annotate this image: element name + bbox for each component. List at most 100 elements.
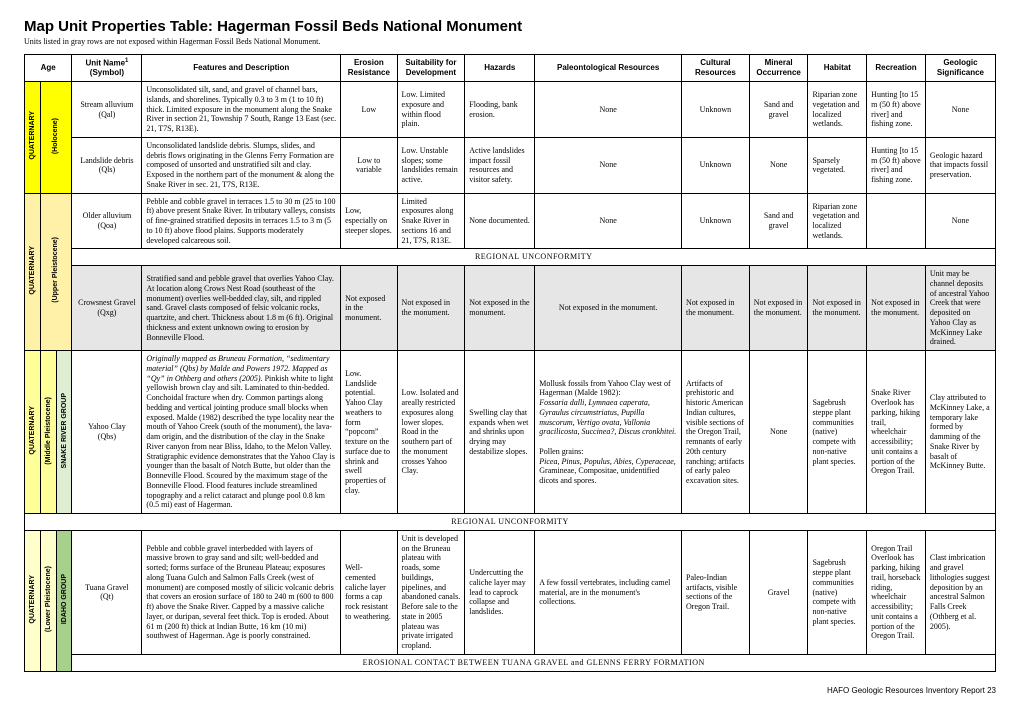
erosional-contact: EROSIONAL CONTACT BETWEEN TUANA GRAVEL a… [72,654,996,671]
qxg-unit: Crowsnest Gravel(Qxg) [72,266,142,351]
qoa-features: Pebble and cobble gravel in terraces 1.5… [142,193,341,249]
qt-habitat: Sagebrush steppe plant communities (nati… [808,530,867,654]
qxg-hazards: Not exposed in the monument. [465,266,535,351]
age-snake-group: SNAKE RIVER GROUP [56,351,72,514]
qal-mineral: Sand and gravel [749,82,808,138]
qal-erosion: Low [341,82,397,138]
qt-mineral: Gravel [749,530,808,654]
qls-features: Unconsolidated landslide debris. Slumps,… [142,137,341,193]
qt-geologic: Clast imbrication and gravel lithologies… [925,530,995,654]
col-paleo: Paleontological Resources [535,55,682,82]
col-age: Age [25,55,72,82]
row-regional-unconformity-2: REGIONAL UNCONFORMITY [25,514,996,531]
qoa-erosion: Low, especially on steeper slopes. [341,193,397,249]
row-qbs: QUATERNARY (Middle Pleistocene) SNAKE RI… [25,351,996,514]
table-header-row: Age Unit Name1(Symbol) Features and Desc… [25,55,996,82]
row-qxg: Crowsnest Gravel(Qxg) Stratified sand an… [25,266,996,351]
qt-hazards: Undercutting the caliche layer may lead … [465,530,535,654]
qal-unit: Stream alluvium(Qal) [72,82,142,138]
qbs-hazards: Swelling clay that expands when wet and … [465,351,535,514]
qls-cultural: Unknown [682,137,750,193]
qoa-habitat: Riparian zone vegetation and localized w… [808,193,867,249]
qls-paleo: None [535,137,682,193]
qbs-erosion: Low. Landslide potential. Yahoo Clay wea… [341,351,397,514]
col-recreation: Recreation [867,55,926,82]
qls-hazards: Active landslides impact fossil resource… [465,137,535,193]
qbs-geologic: Clay attributed to McKinney Lake, a temp… [925,351,995,514]
qoa-geologic: None [925,193,995,249]
qbs-recreation: Snake River Overlook has parking, hiking… [867,351,926,514]
qal-hazards: Flooding, bank erosion. [465,82,535,138]
col-erosion: ErosionResistance [341,55,397,82]
qal-cultural: Unknown [682,82,750,138]
subtitle: Units listed in gray rows are not expose… [24,37,996,46]
regional-unconformity-2: REGIONAL UNCONFORMITY [25,514,996,531]
qls-habitat: Sparsely vegetated. [808,137,867,193]
row-qls: Landslide debris(Qls) Unconsolidated lan… [25,137,996,193]
qxg-paleo: Not exposed in the monument. [535,266,682,351]
qxg-cultural: Not exposed in the monument. [682,266,750,351]
qt-paleo: A few fossil vertebrates, including came… [535,530,682,654]
qoa-mineral: Sand and gravel [749,193,808,249]
qxg-erosion: Not exposed in the monument. [341,266,397,351]
age-quaternary-holocene: QUATERNARY [25,82,41,194]
qxg-mineral: Not exposed in the monument. [749,266,808,351]
qbs-unit: Yahoo Clay(Qbs) [72,351,142,514]
qt-cultural: Paleo-Indian artifacts, visible sections… [682,530,750,654]
qxg-features: Stratified sand and pebble gravel that o… [142,266,341,351]
age-low-pleist: (Lower Pleistocene) [40,530,56,671]
col-mineral: MineralOccurrence [749,55,808,82]
age-quaternary-upper: QUATERNARY [25,193,41,351]
qal-habitat: Riparian zone vegetation and localized w… [808,82,867,138]
qls-unit: Landslide debris(Qls) [72,137,142,193]
qal-geologic: None [925,82,995,138]
page-footer: HAFO Geologic Resources Inventory Report… [24,686,996,695]
age-holocene: (Holocene) [40,82,72,194]
qt-recreation: Oregon Trail Overlook has parking, hikin… [867,530,926,654]
age-idaho-group: IDAHO GROUP [56,530,72,671]
qt-features: Pebble and cobble gravel interbedded wit… [142,530,341,654]
col-unit: Unit Name1(Symbol) [72,55,142,82]
qoa-hazards: None documented. [465,193,535,249]
col-cultural: CulturalResources [682,55,750,82]
qoa-cultural: Unknown [682,193,750,249]
qls-mineral: None [749,137,808,193]
row-qal: QUATERNARY (Holocene) Stream alluvium(Qa… [25,82,996,138]
col-features: Features and Description [142,55,341,82]
qoa-suitability: Limited exposures along Snake River in s… [397,193,465,249]
qoa-unit: Older alluvium(Qoa) [72,193,142,249]
qal-suitability: Low. Limited exposure and within flood p… [397,82,465,138]
qxg-habitat: Not exposed in the monument. [808,266,867,351]
qxg-recreation: Not exposed in the monument. [867,266,926,351]
page-title: Map Unit Properties Table: Hagerman Foss… [24,18,996,35]
qbs-cultural: Artifacts of prehistoric and historic Am… [682,351,750,514]
row-qoa: QUATERNARY (Upper Pleistocene) Older all… [25,193,996,249]
qls-geologic: Geologic hazard that impacts fossil pres… [925,137,995,193]
qt-unit: Tuana Gravel(Qt) [72,530,142,654]
age-upper-pleist: (Upper Pleistocene) [40,193,72,351]
age-mid-pleist: (Middle Pleistocene) [40,351,56,514]
col-geologic: GeologicSignificance [925,55,995,82]
row-regional-unconformity-1: REGIONAL UNCONFORMITY [25,249,996,266]
qbs-mineral: None [749,351,808,514]
qal-recreation: Hunting [to 15 m (50 ft) above river] an… [867,82,926,138]
qls-recreation: Hunting [to 15 m (50 ft) above river] an… [867,137,926,193]
qt-suitability: Unit is developed on the Bruneau plateau… [397,530,465,654]
qbs-paleo: Mollusk fossils from Yahoo Clay west of … [535,351,682,514]
col-hazards: Hazards [465,55,535,82]
qbs-features: Originally mapped as Bruneau Formation, … [142,351,341,514]
qoa-paleo: None [535,193,682,249]
qxg-geologic: Unit may be channel deposits of ancestra… [925,266,995,351]
age-quaternary-low: QUATERNARY [25,530,41,671]
qoa-recreation [867,193,926,249]
col-habitat: Habitat [808,55,867,82]
qls-suitability: Low. Unstable slopes; some landslides re… [397,137,465,193]
row-qt: QUATERNARY (Lower Pleistocene) IDAHO GRO… [25,530,996,654]
row-erosional-contact: EROSIONAL CONTACT BETWEEN TUANA GRAVEL a… [25,654,996,671]
qxg-suitability: Not exposed in the monument. [397,266,465,351]
col-suitability: Suitability forDevelopment [397,55,465,82]
qt-erosion: Well-cemented caliche layer forms a cap … [341,530,397,654]
qbs-suitability: Low. Isolated and areally restricted exp… [397,351,465,514]
qbs-habitat: Sagebrush steppe plant communities (nati… [808,351,867,514]
map-unit-properties-table: Age Unit Name1(Symbol) Features and Desc… [24,54,996,672]
